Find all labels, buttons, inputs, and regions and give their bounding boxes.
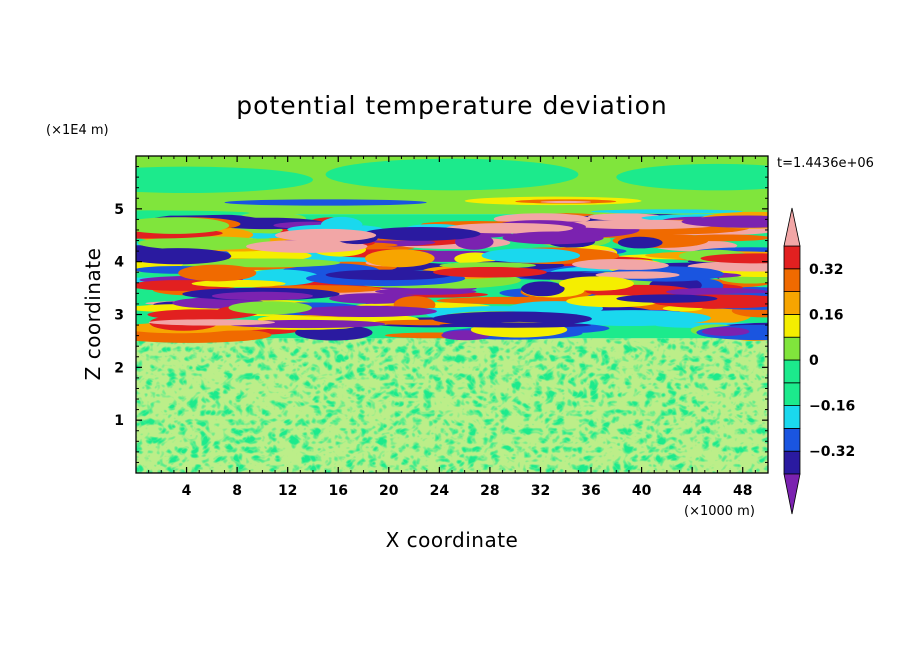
contour-blob [136, 210, 250, 216]
x-tick-label: 24 [430, 483, 450, 499]
x-tick-label: 16 [328, 483, 347, 499]
contour-blob [294, 305, 437, 318]
plot-frame [135, 155, 769, 474]
contour-blob [136, 166, 313, 193]
contour-blob [275, 228, 377, 242]
y-tick-label: 3 [114, 308, 124, 324]
colorbar-segment [783, 405, 801, 429]
contour-blob [591, 209, 743, 214]
contour-blob [433, 266, 547, 278]
colorbar-label: −0.16 [809, 399, 855, 415]
colorbar-segment [783, 359, 801, 384]
contour-blob [565, 219, 720, 230]
contour-blob [521, 281, 565, 297]
y-tick-label: 2 [114, 360, 124, 376]
contour-blob [502, 231, 604, 245]
contour-blob [224, 199, 427, 206]
contour-blob [375, 288, 477, 295]
contour-blob [558, 276, 634, 291]
y-unit-label: (×1E4 m) [46, 123, 109, 138]
contour-blob [362, 226, 481, 241]
y-tick-label: 4 [114, 255, 124, 271]
x-axis-title: X coordinate [386, 528, 519, 552]
colorbar-segment [783, 268, 801, 292]
chart-title: potential temperature deviation [236, 91, 667, 120]
contour-blob [364, 249, 435, 268]
contour-blob [136, 248, 232, 265]
contour-blob [439, 322, 592, 328]
colorbar-label: 0 [809, 353, 819, 369]
colorbar-segment [783, 336, 801, 361]
y-tick-label: 5 [114, 202, 124, 218]
colorbar-label: −0.32 [809, 444, 855, 460]
colorbar-extend-low [783, 473, 801, 515]
contour-blob [445, 222, 574, 234]
contour-blob [616, 163, 768, 191]
contour-blob [325, 269, 452, 281]
contour-blob [148, 319, 276, 326]
x-unit-label: (×1000 m) [684, 504, 755, 519]
contour-blob [211, 291, 313, 301]
colorbar-segment [783, 245, 801, 270]
contour-blob [246, 240, 368, 253]
x-tick-label: 48 [733, 483, 752, 499]
colorbar-segment [783, 382, 801, 406]
contour-blob [481, 248, 581, 263]
y-tick-label: 1 [114, 413, 124, 429]
contour-blob [595, 271, 680, 279]
contour-blob [178, 264, 257, 282]
contour-blob [552, 310, 711, 327]
time-label: t=1.4436e+06 [777, 156, 874, 171]
x-tick-label: 32 [531, 483, 550, 499]
x-tick-label: 8 [232, 483, 242, 499]
x-tick-label: 12 [278, 483, 297, 499]
colorbar-segment [783, 313, 801, 338]
colorbar: −0.32 −0.16 0 0.16 0.32 [783, 207, 855, 515]
colorbar-label: 0.32 [809, 262, 844, 278]
contour-blob [136, 217, 230, 234]
colorbar-segment [783, 291, 801, 315]
contour-blob [700, 253, 768, 264]
contour-blob [617, 236, 663, 249]
contour-blob [540, 200, 592, 204]
x-tick-label: 28 [480, 483, 499, 499]
colorbar-extend-high [783, 207, 801, 247]
x-tick-label: 20 [379, 483, 399, 499]
contour-blob [325, 158, 579, 191]
contour-blob [677, 234, 768, 242]
contour-blob [701, 327, 750, 336]
contour-blob [681, 215, 768, 228]
contour-blob [432, 311, 592, 327]
colorbar-label: 0.16 [809, 307, 844, 323]
x-tick-label: 36 [581, 483, 600, 499]
surface-layer-texture [136, 338, 768, 473]
contour-blob [439, 262, 537, 269]
y-axis-title: Z coordinate [81, 248, 105, 381]
contour-blob [137, 236, 272, 251]
x-tick-label: 40 [632, 483, 652, 499]
contour-field [136, 156, 768, 473]
contour-blob [191, 279, 286, 288]
x-tick-label: 4 [182, 483, 192, 499]
contour-blob [616, 294, 718, 303]
contour-blob [572, 259, 661, 270]
colorbar-segment [783, 450, 801, 475]
x-tick-label: 44 [682, 483, 702, 499]
contour-blob [228, 301, 312, 315]
colorbar-segment [783, 427, 801, 452]
contour-blob [320, 216, 363, 233]
